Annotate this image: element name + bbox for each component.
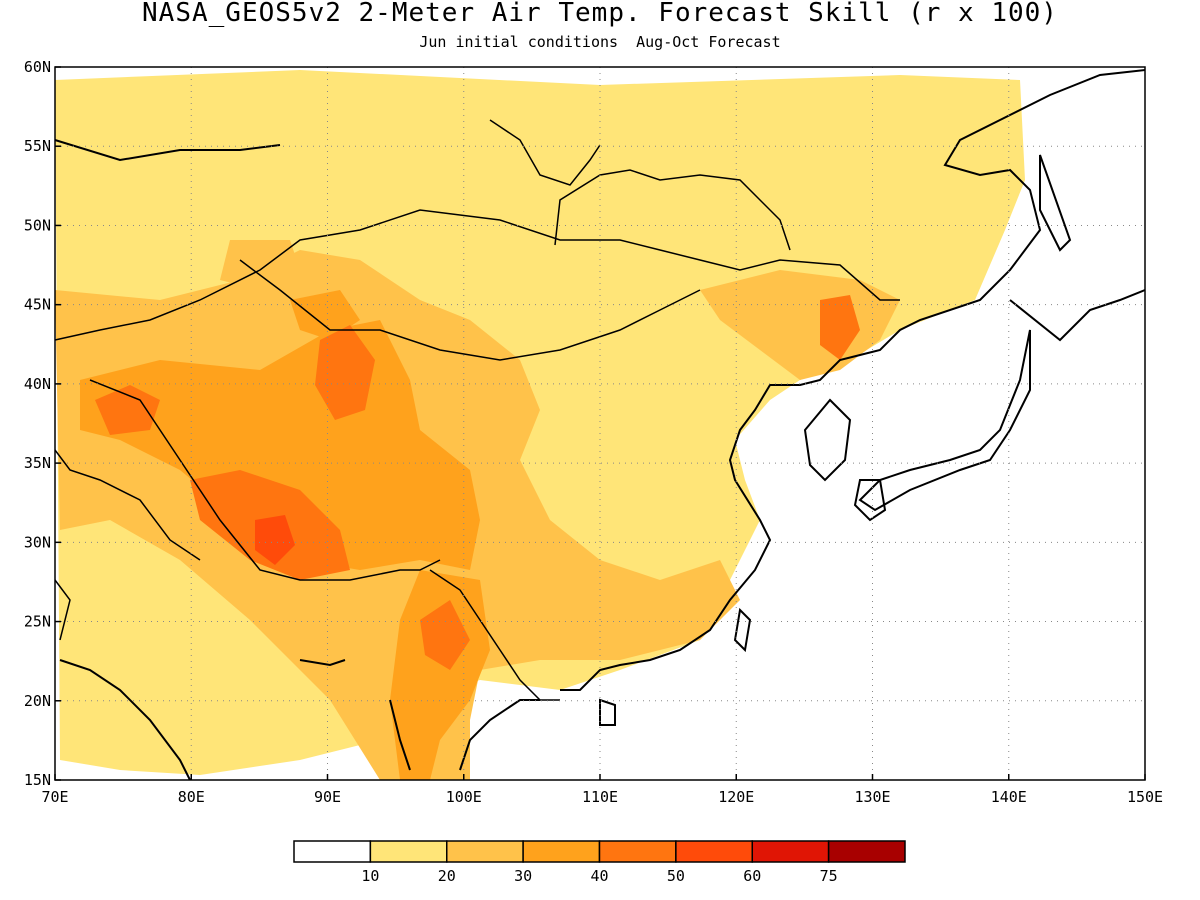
colorbar-swatch (522, 840, 601, 863)
colorbar-swatch (751, 840, 830, 863)
latitude-axis: 15N 20N 25N 30N 35N 40N 45N 50N 55N 60N (24, 58, 61, 789)
lat-tick-label: 25N (24, 613, 51, 631)
region-xinjiang-max (315, 325, 375, 420)
colorbar-label: 20 (438, 867, 456, 885)
region-tibet-peak (255, 515, 295, 565)
lat-tick-label: 50N (24, 216, 51, 234)
lat-tick-label: 40N (24, 375, 51, 393)
lat-tick-label: 15N (24, 771, 51, 789)
lon-tick-label: 150E (1127, 788, 1163, 806)
map-title: NASA_GEOS5v2 2-Meter Air Temp. Forecast … (142, 0, 1058, 28)
lat-tick-label: 60N (24, 58, 51, 76)
region-kazakh-east (220, 240, 300, 290)
lon-tick-label: 100E (446, 788, 482, 806)
colorbar-label: 10 (361, 867, 379, 885)
region-tibet-core (80, 320, 480, 570)
lat-tick-label: 55N (24, 137, 51, 155)
coastlines (54, 69, 1146, 781)
colorbar-label: 30 (514, 867, 532, 885)
colorbar-swatch (827, 840, 906, 863)
colorbar-label: 75 (820, 867, 838, 885)
region-pamir-max (95, 385, 160, 435)
skill-field (55, 70, 1025, 780)
colorbar-label: 50 (667, 867, 685, 885)
lat-tick-label: 20N (24, 692, 51, 710)
region-yunnan (390, 570, 490, 780)
lon-tick-label: 70E (41, 788, 68, 806)
lon-tick-label: 110E (582, 788, 618, 806)
lat-tick-label: 30N (24, 533, 51, 551)
lon-tick-label: 130E (854, 788, 890, 806)
lat-tick-label: 45N (24, 296, 51, 314)
colorbar: 10 20 30 40 50 60 75 (293, 840, 906, 885)
region-tarim (290, 290, 360, 340)
region-myanmar-max (420, 600, 470, 670)
longitude-axis: 70E 80E 90E 100E 110E 120E 130E 140E 150E (41, 774, 1163, 806)
gridlines (55, 67, 1145, 780)
colorbar-swatch (598, 840, 677, 863)
lon-tick-label: 90E (314, 788, 341, 806)
region-manchuria-max (820, 295, 860, 360)
lat-tick-label: 35N (24, 454, 51, 472)
colorbar-label: 60 (743, 867, 761, 885)
lon-tick-label: 80E (178, 788, 205, 806)
colorbar-swatch (446, 840, 524, 863)
borders (54, 119, 900, 701)
colorbar-swatch (293, 840, 372, 863)
colorbar-swatch (675, 840, 753, 863)
lon-tick-label: 120E (718, 788, 754, 806)
lon-tick-label: 140E (991, 788, 1027, 806)
map-subtitle: Jun initial conditions Aug-Oct Forecast (419, 33, 781, 51)
colorbar-label: 40 (590, 867, 608, 885)
colorbar-swatch (369, 840, 448, 863)
